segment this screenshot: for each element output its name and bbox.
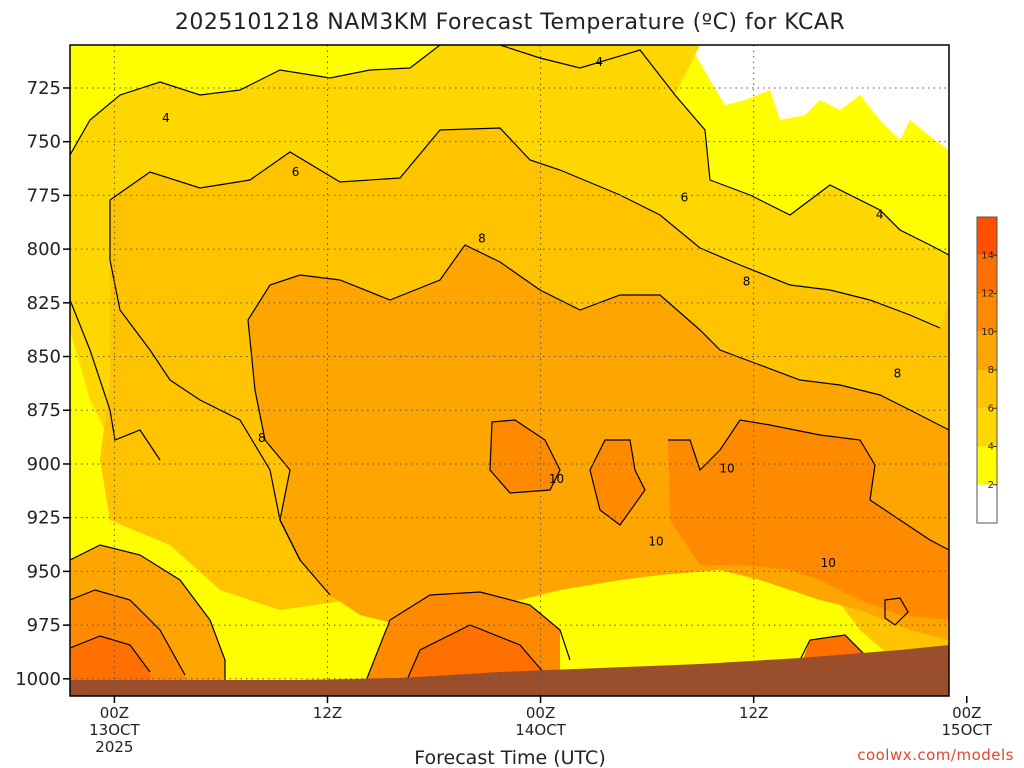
contour-label-bg <box>952 299 963 313</box>
colorbar: 14 12 10 8 6 4 2 <box>976 216 998 524</box>
y-tick-label: 900 <box>27 454 61 475</box>
x-axis-label: Forecast Time (UTC) <box>414 747 605 768</box>
contour-6 <box>109 127 941 329</box>
x-tick-label: 13OCT <box>89 721 140 739</box>
contour-8-lower <box>247 319 301 561</box>
contour-label: 10 <box>549 472 564 486</box>
x-tick-label: 00Z <box>100 704 129 722</box>
band-white-below-2 <box>690 45 949 150</box>
grid-lines <box>70 45 949 696</box>
contour-label: 4 <box>876 208 884 222</box>
contour-low-left-c <box>70 635 151 673</box>
colorbar-segment <box>977 293 997 332</box>
colorbar-segment <box>977 446 997 485</box>
x-tick-label: 15OCT <box>941 721 992 739</box>
y-tick-label: 800 <box>27 239 61 260</box>
y-tick-label: 775 <box>27 185 61 206</box>
colorbar-tick-label: 14 <box>981 250 994 261</box>
contour-4-low <box>70 299 161 461</box>
x-tick-label: 2025 <box>95 738 133 756</box>
colorbar-segment <box>977 484 997 523</box>
y-tick-label: 1000 <box>15 669 61 690</box>
contour-label: 10 <box>719 461 734 475</box>
x-tick-label: 12Z <box>739 704 768 722</box>
y-tick-label: 875 <box>27 400 61 421</box>
x-tick-label: 00Z <box>526 704 555 722</box>
contour-low-mid-b <box>399 624 551 696</box>
contour-small-cell <box>884 597 909 626</box>
colorbar-tick-label: 6 <box>988 403 994 414</box>
terrain-ground <box>70 645 949 696</box>
contour-label: 4 <box>595 55 603 69</box>
y-tick-label: 725 <box>27 78 61 99</box>
y-tick-label: 925 <box>27 508 61 529</box>
contour-10-a <box>489 419 561 494</box>
colorbar-tick-label: 4 <box>988 442 994 453</box>
contour-8 <box>247 244 949 431</box>
x-tick-label: 12Z <box>313 704 342 722</box>
credit-text: coolwx.com/models <box>857 746 1014 764</box>
y-tick-label: 975 <box>27 615 61 636</box>
y-tick-label: 825 <box>27 293 61 314</box>
contour-10-b <box>589 439 646 526</box>
colorbar-tick-label: 10 <box>981 327 994 338</box>
contour-low-left-a <box>70 544 226 690</box>
colorbar-segment <box>977 408 997 447</box>
contour-label: 8 <box>478 231 486 245</box>
x-tick-label: 14OCT <box>515 721 566 739</box>
contour-label: 8 <box>258 431 266 445</box>
colorbar-segment <box>977 217 997 256</box>
contour-label: 6 <box>681 191 689 205</box>
band-10-12-patch-2 <box>590 440 645 525</box>
x-tick-label: 00Z <box>952 704 981 722</box>
contour-4-left <box>70 45 441 156</box>
y-tick-label: 950 <box>27 561 61 582</box>
contour-4-right <box>499 45 949 256</box>
contour-labels: 4 4 4 6 6 6 6 8 8 8 8 10 10 10 10 10 <box>162 55 1024 570</box>
chart-title: 2025101218 NAM3KM Forecast Temperature (… <box>175 10 845 35</box>
colorbar-segment <box>977 370 997 409</box>
contour-label: 6 <box>954 300 962 314</box>
band-10-12-patch-1 <box>490 420 560 493</box>
y-axis: 725 750 775 800 825 850 875 900 925 950 975 1000 <box>15 78 70 690</box>
contour-10-c <box>668 419 949 551</box>
y-tick-label: 850 <box>27 347 61 368</box>
colorbar-tick-label: 2 <box>988 480 994 491</box>
contour-label: 8 <box>743 274 751 288</box>
contour-label: 6 <box>292 165 300 179</box>
contour-low-mid-a <box>359 591 571 696</box>
colorbar-segment <box>977 255 997 294</box>
band-10-12-patch-3 <box>668 420 949 620</box>
colorbar-segment <box>977 331 997 370</box>
contour-label: 4 <box>162 111 170 125</box>
y-tick-label: 750 <box>27 132 61 153</box>
contour-label: 8 <box>894 367 902 381</box>
plot-area: 4 4 4 6 6 6 6 8 8 8 8 10 10 10 10 10 <box>70 45 1024 696</box>
contour-low-left-b <box>70 589 186 676</box>
contour-label-bg <box>1020 428 1024 442</box>
plot-frame <box>69 44 950 697</box>
contour-label: 10 <box>821 556 836 570</box>
colorbar-tick-label: 12 <box>981 289 994 300</box>
colorbar-tick-label: 8 <box>988 365 994 376</box>
contour-label: 10 <box>648 534 663 548</box>
